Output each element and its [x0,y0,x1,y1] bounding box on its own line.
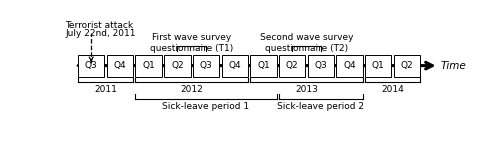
Bar [279,55,305,77]
Text: 2013: 2013 [295,85,318,94]
Bar [78,55,104,77]
Text: Q1: Q1 [372,61,384,70]
Text: July 22nd, 2011: July 22nd, 2011 [66,29,136,38]
Text: Terrorist attack: Terrorist attack [66,21,134,30]
Text: Q2: Q2 [171,61,183,70]
Text: Q1: Q1 [257,61,270,70]
Bar [106,55,133,77]
Text: First wave survey: First wave survey [152,33,232,42]
Bar [336,55,362,77]
Text: Sick-leave period 2: Sick-leave period 2 [278,102,364,111]
Text: Second wave survey: Second wave survey [260,33,353,42]
Text: Q1: Q1 [142,61,155,70]
Bar [193,55,219,77]
Text: Q3: Q3 [314,61,327,70]
Text: 2012: 2012 [180,85,203,94]
Text: Q4: Q4 [343,61,356,70]
Bar [136,55,162,77]
Bar [250,55,276,77]
Bar [394,55,420,77]
Text: Q2: Q2 [400,61,413,70]
Text: Sick-leave period 1: Sick-leave period 1 [162,102,250,111]
Text: Q3: Q3 [200,61,212,70]
Text: Q2: Q2 [286,61,298,70]
Text: Time: Time [441,61,466,71]
Bar [222,55,248,77]
Text: Q4: Q4 [228,61,241,70]
Text: questionnaire (T1): questionnaire (T1) [150,44,234,53]
Text: questionnaire (T2): questionnaire (T2) [265,44,348,53]
Text: 2014: 2014 [381,85,404,94]
Bar [308,55,334,77]
Text: Q4: Q4 [114,61,126,70]
Text: 2011: 2011 [94,85,117,94]
Text: Q3: Q3 [85,61,98,70]
Bar [365,55,392,77]
Bar [164,55,190,77]
